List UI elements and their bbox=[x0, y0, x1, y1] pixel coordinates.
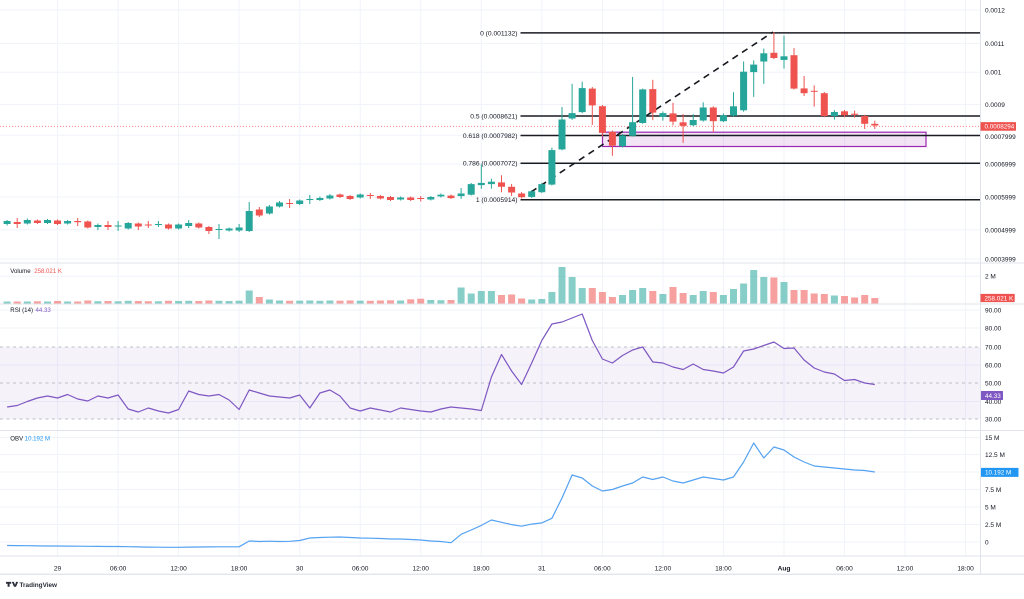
svg-text:12:00: 12:00 bbox=[655, 565, 672, 572]
svg-text:10.192 M: 10.192 M bbox=[985, 470, 1011, 477]
svg-text:0.001: 0.001 bbox=[985, 70, 1002, 77]
svg-text:06:00: 06:00 bbox=[352, 565, 369, 572]
svg-text:18:00: 18:00 bbox=[957, 565, 974, 572]
svg-text:12:00: 12:00 bbox=[412, 565, 429, 572]
svg-text:Volume: Volume bbox=[10, 268, 31, 275]
svg-text:0.0006999: 0.0006999 bbox=[985, 162, 1016, 169]
svg-text:0.0005999: 0.0005999 bbox=[985, 195, 1016, 202]
svg-text:258.021 K: 258.021 K bbox=[34, 268, 62, 275]
svg-text:2.5 M: 2.5 M bbox=[985, 522, 1001, 529]
svg-text:12:00: 12:00 bbox=[170, 565, 187, 572]
svg-text:29: 29 bbox=[54, 565, 62, 572]
svg-text:06:00: 06:00 bbox=[836, 565, 853, 572]
svg-text:0.0003999: 0.0003999 bbox=[985, 257, 1016, 264]
svg-text:TradingView: TradingView bbox=[20, 582, 58, 589]
svg-text:18:00: 18:00 bbox=[473, 565, 490, 572]
svg-text:5 M: 5 M bbox=[985, 505, 996, 512]
svg-text:06:00: 06:00 bbox=[594, 565, 611, 572]
svg-text:12:00: 12:00 bbox=[897, 565, 914, 572]
svg-text:0.0011: 0.0011 bbox=[985, 41, 1005, 48]
svg-text:0.5 (0.0008621): 0.5 (0.0008621) bbox=[470, 113, 517, 120]
svg-text:31: 31 bbox=[538, 565, 546, 572]
svg-text:12.5 M: 12.5 M bbox=[985, 452, 1005, 459]
svg-text:15 M: 15 M bbox=[985, 435, 999, 442]
svg-text:70.00: 70.00 bbox=[985, 345, 1002, 352]
svg-text:40.00: 40.00 bbox=[985, 399, 1002, 406]
svg-text:44.33: 44.33 bbox=[985, 393, 1001, 400]
svg-text:80.00: 80.00 bbox=[985, 326, 1002, 333]
svg-text:0.0012: 0.0012 bbox=[985, 8, 1005, 15]
svg-text:0.786 (0.0007072): 0.786 (0.0007072) bbox=[463, 161, 518, 168]
svg-text:Aug: Aug bbox=[778, 565, 791, 572]
svg-text:RSI (14): RSI (14) bbox=[10, 307, 33, 314]
svg-text:0: 0 bbox=[985, 540, 989, 547]
svg-text:18:00: 18:00 bbox=[231, 565, 248, 572]
svg-text:06:00: 06:00 bbox=[110, 565, 127, 572]
svg-text:0.618 (0.0007982): 0.618 (0.0007982) bbox=[463, 133, 518, 140]
svg-text:1 (0.0005914): 1 (0.0005914) bbox=[476, 197, 518, 204]
svg-text:50.00: 50.00 bbox=[985, 381, 1002, 388]
svg-text:30: 30 bbox=[296, 565, 304, 572]
svg-text:0.0007999: 0.0007999 bbox=[985, 134, 1016, 141]
svg-text:10.192 M: 10.192 M bbox=[25, 435, 50, 442]
svg-text:0.0009: 0.0009 bbox=[985, 102, 1005, 109]
svg-text:OBV: OBV bbox=[10, 435, 24, 442]
svg-text:7.5 M: 7.5 M bbox=[985, 487, 1001, 494]
svg-text:0.0008294: 0.0008294 bbox=[985, 124, 1015, 131]
svg-text:258.021 K: 258.021 K bbox=[985, 295, 1015, 302]
svg-text:0 (0.001132): 0 (0.001132) bbox=[480, 30, 517, 37]
svg-text:0.0004999: 0.0004999 bbox=[985, 227, 1016, 234]
svg-text:90.00: 90.00 bbox=[985, 308, 1002, 315]
svg-text:18:00: 18:00 bbox=[715, 565, 732, 572]
svg-text:2 M: 2 M bbox=[985, 274, 996, 281]
svg-text:30.00: 30.00 bbox=[985, 417, 1002, 424]
svg-text:60.00: 60.00 bbox=[985, 363, 1002, 370]
svg-text:44.33: 44.33 bbox=[36, 307, 52, 314]
